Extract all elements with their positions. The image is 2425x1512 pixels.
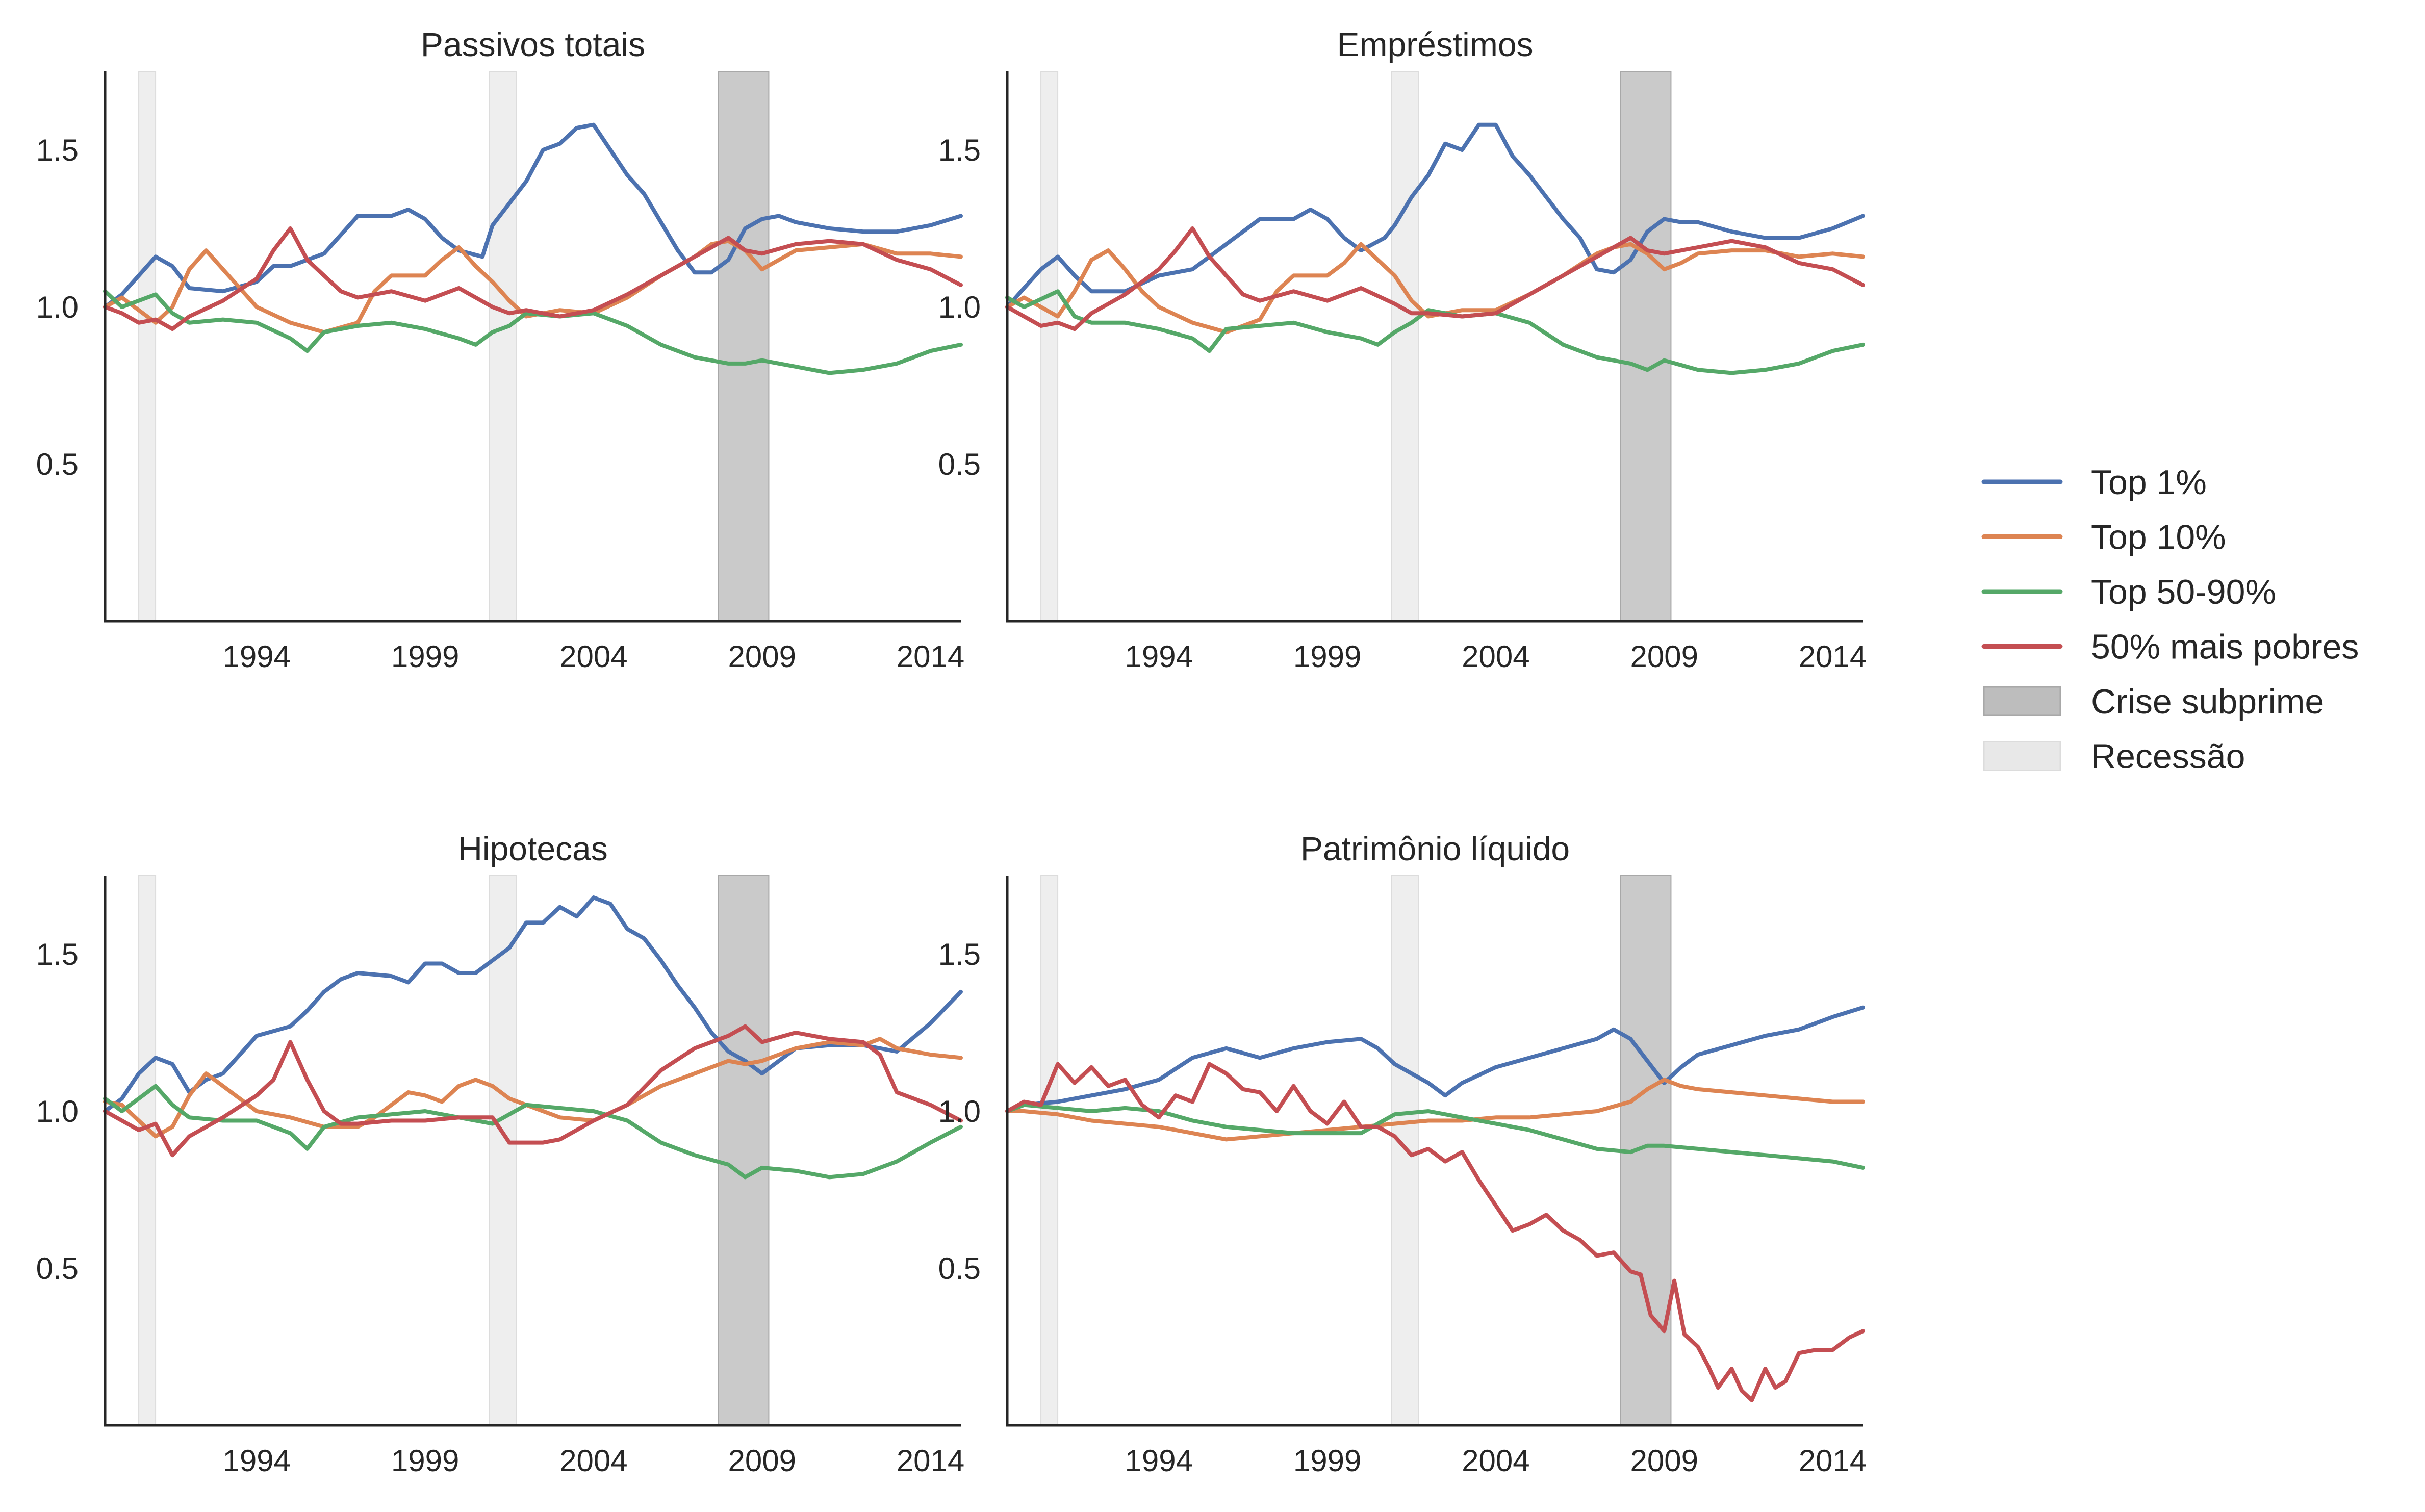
x-tick-label: 2009 <box>1630 639 1698 674</box>
recession-band <box>1391 71 1419 622</box>
legend-label: Recessão <box>2091 737 2245 776</box>
y-tick-label: 1.0 <box>938 290 981 324</box>
x-tick-label: 1999 <box>391 1444 459 1478</box>
legend-label: 50% mais pobres <box>2091 628 2359 667</box>
y-tick-label: 1.0 <box>938 1094 981 1129</box>
x-tick-label: 1999 <box>391 639 459 674</box>
panel-emprestimos: 0.5 1.0 1.5 1994 1999 2004 2009 2014 Empréstimos <box>938 25 1867 674</box>
subprime-crisis-band <box>1620 71 1672 622</box>
y-tick-label: 0.5 <box>938 1251 981 1286</box>
series-line-top-1pct <box>103 895 963 1113</box>
series-line-top-10pct <box>1005 1078 1865 1142</box>
legend: Top 1% Top 10% Top 50-90% 50% mais pobres Cr… <box>1981 463 2359 776</box>
series-line-top-10pct <box>103 239 963 335</box>
x-tick-label: 1994 <box>223 639 291 674</box>
x-tick-label: 2009 <box>728 1444 796 1478</box>
y-tick-label: 1.5 <box>938 937 981 971</box>
recession-band <box>138 875 157 1426</box>
series-line-top-50-90pct <box>103 1084 963 1180</box>
legend-label: Top 1% <box>2091 463 2207 502</box>
y-tick-label: 0.5 <box>36 1251 79 1286</box>
x-tick-label: 2004 <box>559 1444 627 1478</box>
panel-patrimonio-liquido: 0.5 1.0 1.5 1994 1999 2004 2009 2014 Patrimônio … <box>938 830 1867 1478</box>
series-line-top-50-90pct <box>103 289 963 375</box>
series-line-top-1pct <box>1005 122 1865 309</box>
y-tick-label: 1.5 <box>36 937 79 971</box>
legend-label: Crise subprime <box>2091 682 2324 721</box>
panel-title: Patrimônio líquido <box>1300 830 1570 867</box>
x-tick-label: 1994 <box>1125 639 1193 674</box>
series-line-top-50-90pct <box>1005 1103 1865 1170</box>
series-line-50pct-mais-pobres <box>1005 1062 1865 1402</box>
y-tick-label: 1.5 <box>36 133 79 167</box>
y-tick-label: 1.0 <box>36 290 79 324</box>
y-tick-label: 0.5 <box>36 447 79 481</box>
subprime-crisis-band <box>718 71 770 622</box>
y-tick-label: 0.5 <box>938 447 981 481</box>
x-tick-label: 2014 <box>1799 639 1867 674</box>
x-tick-label: 2004 <box>559 639 627 674</box>
x-tick-label: 1999 <box>1293 639 1361 674</box>
x-tick-label: 1994 <box>223 1444 291 1478</box>
series-line-50pct-mais-pobres <box>103 1024 963 1158</box>
panel-title: Empréstimos <box>1337 25 1533 63</box>
y-tick-label: 1.0 <box>36 1094 79 1129</box>
recession-band <box>1040 71 1059 622</box>
series-line-top-10pct <box>103 1037 963 1139</box>
x-tick-label: 2004 <box>1462 1444 1529 1478</box>
series-line-top-10pct <box>1005 242 1865 335</box>
recession-band <box>138 71 157 622</box>
recession-band <box>1040 875 1059 1426</box>
legend-swatch-recessao <box>1983 741 2061 771</box>
subprime-crisis-band <box>718 875 770 1426</box>
legend-label: Top 10% <box>2091 518 2226 557</box>
series-line-top-1pct <box>1005 1005 1865 1113</box>
panel-passivos-totais: 0.5 1.0 1.5 1994 1999 2004 2009 2014 Passivos to… <box>36 25 965 674</box>
x-tick-label: 2009 <box>1630 1444 1698 1478</box>
legend-swatch-crise-subprime <box>1983 686 2061 716</box>
x-tick-label: 1994 <box>1125 1444 1193 1478</box>
legend-label: Top 50-90% <box>2091 573 2276 611</box>
x-tick-label: 2004 <box>1462 639 1529 674</box>
x-tick-label: 1999 <box>1293 1444 1361 1478</box>
series-line-top-50-90pct <box>1005 289 1865 375</box>
y-tick-label: 1.5 <box>938 133 981 167</box>
series-line-50pct-mais-pobres <box>1005 226 1865 331</box>
x-tick-label: 2009 <box>728 639 796 674</box>
recession-band <box>489 875 517 1426</box>
x-tick-label: 2014 <box>897 639 964 674</box>
x-tick-label: 2014 <box>897 1444 964 1478</box>
recession-band <box>489 71 517 622</box>
x-tick-label: 2014 <box>1799 1444 1867 1478</box>
panel-hipotecas: 0.5 1.0 1.5 1994 1999 2004 2009 2014 Hipotecas <box>36 830 965 1478</box>
panel-title: Hipotecas <box>458 830 608 867</box>
series-line-50pct-mais-pobres <box>103 226 963 331</box>
panel-title: Passivos totais <box>421 25 645 63</box>
